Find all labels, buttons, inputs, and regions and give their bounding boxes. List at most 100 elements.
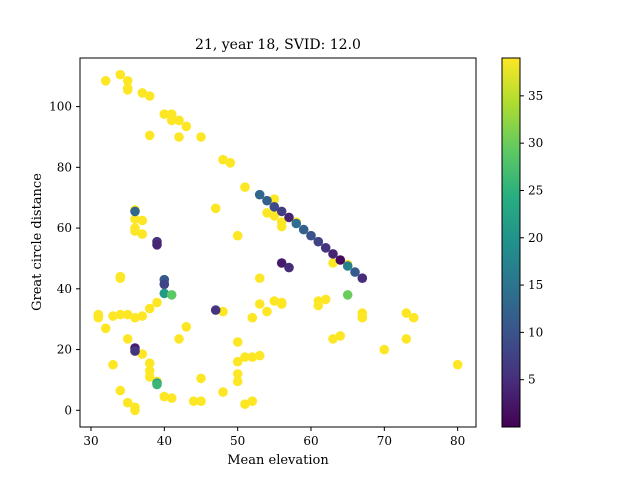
chart-title: 21, year 18, SVID: 12.0 xyxy=(195,37,361,53)
y-tick-label: 60 xyxy=(57,221,72,235)
data-point xyxy=(144,358,155,369)
data-point xyxy=(122,85,133,95)
data-point xyxy=(269,211,280,221)
colorbar-tick-label: 25 xyxy=(528,183,543,197)
data-point xyxy=(159,109,170,119)
data-point xyxy=(276,299,287,309)
data-point xyxy=(159,288,170,299)
data-point xyxy=(401,334,412,344)
data-point xyxy=(122,397,133,408)
data-point xyxy=(188,396,199,407)
data-point xyxy=(342,290,353,300)
colorbar-tick-label: 10 xyxy=(528,325,543,339)
data-point xyxy=(144,303,155,314)
data-point xyxy=(108,311,118,321)
data-point xyxy=(350,267,360,277)
data-point xyxy=(174,115,184,126)
data-point xyxy=(320,294,331,305)
data-point xyxy=(115,309,126,320)
data-point xyxy=(262,306,272,317)
data-point xyxy=(181,322,192,332)
data-point xyxy=(130,214,140,224)
colorbar-tick-label: 30 xyxy=(528,136,543,150)
data-point xyxy=(262,208,272,218)
x-tick-label: 50 xyxy=(230,434,245,448)
data-point xyxy=(218,387,228,397)
y-axis-label: Great circle distance xyxy=(30,173,45,311)
data-point xyxy=(284,262,294,273)
data-point xyxy=(137,349,148,359)
data-point xyxy=(335,331,346,341)
data-point xyxy=(174,334,184,344)
data-point xyxy=(247,312,258,323)
data-point xyxy=(210,305,221,315)
data-point xyxy=(232,356,243,367)
data-point xyxy=(269,194,280,204)
data-point xyxy=(408,312,419,323)
data-point xyxy=(276,221,287,232)
data-point xyxy=(130,312,140,323)
data-point xyxy=(298,224,309,235)
x-tick-label: 70 xyxy=(377,434,392,448)
data-point xyxy=(218,154,228,165)
data-point xyxy=(284,212,294,223)
data-point xyxy=(328,249,338,259)
data-point xyxy=(159,391,170,402)
data-point xyxy=(357,312,368,323)
data-point xyxy=(240,182,250,192)
colorbar-tick-label: 20 xyxy=(528,231,543,245)
x-tick-label: 80 xyxy=(450,434,465,448)
data-point xyxy=(247,352,258,362)
data-point xyxy=(247,396,258,407)
data-point xyxy=(313,236,324,247)
data-point xyxy=(144,130,155,141)
data-point xyxy=(137,88,148,98)
data-point xyxy=(137,229,148,239)
data-point xyxy=(328,258,338,268)
x-tick-label: 30 xyxy=(83,434,98,448)
colorbar-tick-label: 35 xyxy=(528,89,543,103)
x-tick-label: 60 xyxy=(303,434,318,448)
data-point xyxy=(130,206,140,217)
data-point xyxy=(130,226,140,236)
data-point xyxy=(291,218,302,229)
data-point xyxy=(313,300,324,311)
data-point xyxy=(269,202,280,212)
data-point xyxy=(152,240,162,250)
data-point xyxy=(306,230,316,241)
data-point xyxy=(342,261,353,271)
data-point xyxy=(254,299,265,309)
x-tick-label: 40 xyxy=(157,434,172,448)
data-point xyxy=(269,296,280,306)
data-point xyxy=(254,350,265,361)
points-layer xyxy=(93,69,463,416)
y-axis-ticks: 0 20 40 60 80 100 xyxy=(49,100,80,417)
y-tick-label: 40 xyxy=(57,282,72,296)
data-point xyxy=(100,76,111,86)
colorbar-ticks: 5 10 15 20 25 30 35 xyxy=(520,89,543,387)
data-point xyxy=(232,230,243,241)
x-axis-ticks: 30 40 50 60 70 80 xyxy=(83,427,465,448)
data-point xyxy=(100,323,111,334)
data-point xyxy=(240,399,250,410)
data-point xyxy=(159,279,170,290)
y-tick-label: 100 xyxy=(49,100,72,114)
data-point xyxy=(93,312,104,323)
data-point xyxy=(152,379,162,390)
colorbar-tick-label: 15 xyxy=(528,278,543,292)
data-point xyxy=(320,243,331,253)
data-point xyxy=(232,376,243,387)
data-point xyxy=(137,311,148,321)
data-point xyxy=(122,309,133,320)
data-point xyxy=(276,206,287,217)
data-point xyxy=(130,405,140,416)
data-point xyxy=(452,359,463,370)
data-point xyxy=(174,132,184,142)
data-point xyxy=(166,115,177,126)
y-tick-label: 80 xyxy=(57,160,72,174)
data-point xyxy=(152,297,162,308)
data-point xyxy=(335,255,346,265)
colorbar xyxy=(501,57,521,428)
data-point xyxy=(276,258,287,268)
